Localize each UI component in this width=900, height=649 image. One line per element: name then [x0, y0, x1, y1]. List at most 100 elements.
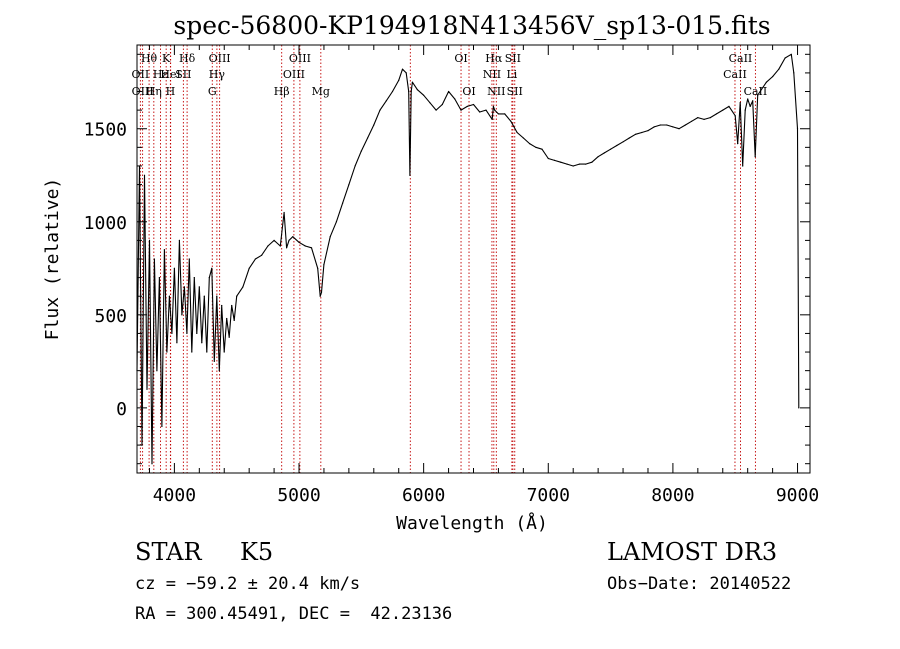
data-point	[228, 336, 230, 338]
data-point	[435, 109, 437, 111]
data-point	[728, 105, 730, 107]
data-point	[231, 304, 233, 307]
data-point	[628, 137, 630, 139]
data-point	[201, 342, 203, 344]
y-tick-label: 1000	[84, 213, 127, 234]
line-marker-label: NII	[487, 85, 505, 98]
data-point	[653, 126, 655, 128]
data-point	[737, 143, 739, 145]
data-point	[323, 264, 325, 266]
data-point	[398, 79, 400, 81]
data-point	[510, 120, 512, 122]
data-point	[691, 120, 693, 122]
data-point	[391, 90, 394, 93]
data-point	[715, 113, 718, 115]
data-point	[641, 131, 643, 134]
data-point	[572, 165, 574, 167]
data-point	[223, 351, 225, 353]
data-point	[666, 124, 668, 126]
data-point	[408, 90, 410, 93]
data-point	[233, 319, 235, 321]
data-point	[153, 258, 155, 260]
data-point	[216, 295, 218, 297]
object-subclass: K5	[240, 538, 274, 566]
data-point	[148, 239, 151, 241]
data-point	[784, 57, 786, 59]
data-point	[168, 295, 170, 297]
data-point	[401, 68, 404, 70]
data-point	[747, 98, 749, 100]
data-point	[163, 249, 165, 251]
data-point	[494, 109, 496, 111]
data-point	[516, 131, 518, 134]
line-marker-label: HeI	[160, 68, 180, 81]
data-point	[497, 113, 499, 115]
data-point	[283, 211, 285, 214]
data-point	[267, 245, 269, 247]
data-point	[186, 332, 188, 334]
data-point	[504, 113, 506, 115]
data-point	[744, 109, 746, 111]
data-point	[491, 118, 493, 120]
line-marker-label: SII	[505, 52, 521, 65]
line-marker-label: Hδ	[179, 52, 196, 65]
data-point	[329, 236, 331, 238]
line-marker-label: G	[208, 85, 217, 98]
data-point	[454, 98, 456, 100]
line-marker-label: SII	[175, 68, 191, 81]
data-point	[292, 236, 294, 238]
axes: 4000 5000 6000 7000 8000 9000 0 500 1000 1500	[84, 45, 819, 506]
line-marker-label: H	[166, 85, 176, 98]
data-point	[616, 144, 618, 147]
plot-frame	[136, 44, 811, 474]
observation-date: Obs−Date: 20140522	[607, 574, 792, 594]
x-tick-label: 7000	[527, 485, 570, 506]
x-tick-label: 4000	[153, 485, 196, 506]
data-point	[742, 165, 744, 167]
data-point	[181, 314, 183, 316]
x-tick-label: 9000	[776, 485, 819, 506]
line-marker-label: Hβ	[274, 85, 290, 98]
data-point	[335, 221, 337, 223]
data-point	[684, 124, 687, 126]
data-point	[146, 388, 148, 390]
line-marker-label: NII	[483, 68, 501, 81]
data-point	[754, 156, 756, 158]
y-tick-label: 0	[116, 399, 127, 420]
data-point	[191, 351, 193, 353]
data-point	[213, 360, 215, 362]
data-point	[310, 247, 313, 249]
data-point	[734, 115, 736, 117]
data-point	[591, 161, 593, 163]
x-tick-label: 6000	[402, 485, 445, 506]
data-point	[221, 304, 223, 307]
data-point	[757, 94, 759, 96]
data-point	[373, 124, 375, 126]
data-point	[158, 277, 160, 279]
data-point	[585, 163, 587, 165]
data-point	[411, 81, 413, 83]
line-marker-label: OIII	[209, 52, 231, 65]
data-point	[178, 239, 180, 241]
data-point	[348, 184, 350, 186]
data-point	[541, 148, 543, 150]
data-point	[416, 89, 418, 91]
data-point	[143, 174, 146, 176]
data-point	[529, 143, 531, 145]
data-point	[166, 351, 168, 353]
data-point	[448, 90, 450, 93]
data-point	[171, 332, 173, 334]
data-point	[156, 370, 158, 372]
data-point	[385, 100, 387, 102]
data-point	[765, 81, 768, 83]
spectrum-series	[136, 53, 800, 465]
data-point	[441, 103, 443, 106]
data-point	[485, 109, 487, 111]
x-tick-label: 5000	[277, 485, 320, 506]
y-tick-label: 500	[94, 306, 127, 327]
data-point	[722, 109, 724, 111]
data-point	[566, 163, 568, 165]
data-point	[279, 245, 281, 247]
data-point	[647, 130, 649, 132]
